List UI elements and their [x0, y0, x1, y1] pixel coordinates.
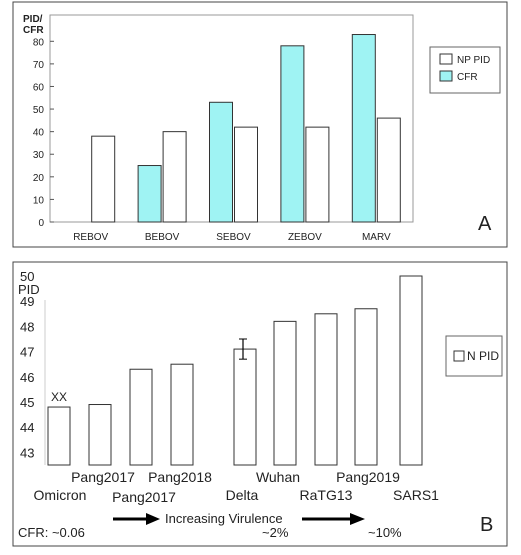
chart-a: PID/CFR 0 10 20 30 40 50 60 70 80 REBOV BEBOV SEBOV Z… [23, 14, 501, 243]
y-tick-label-a: 0 [38, 218, 44, 229]
y-tick-label-a: 40 [33, 128, 45, 139]
bar-np-pid-marv [376, 117, 401, 223]
x-tick-label-b: Pang2018 [148, 469, 212, 485]
bar-cfr-bebov [137, 165, 162, 223]
y-tick-label-a: 80 [33, 37, 45, 48]
y-tick-label-b: 48 [20, 319, 34, 334]
y-tick-label-b: 49 [20, 294, 34, 309]
bar-n-pid-3 [170, 363, 194, 466]
legend-swatch-b [453, 350, 465, 362]
bar-np-pid-sebov [234, 126, 258, 223]
legend-swatch-a [439, 70, 453, 82]
x-tick-label-a: SEBOV [216, 232, 251, 243]
legend-label-a: NP PID [457, 55, 490, 66]
cfr-label: CFR: ~0.06 [18, 525, 85, 540]
bar-np-pid-bebov [162, 131, 187, 223]
arrow-left [113, 513, 160, 525]
x-tick-label-b: Pang2019 [336, 469, 400, 485]
x-tick-label-b: Pang2017 [71, 469, 135, 485]
bar-np-pid-rebov [91, 135, 116, 223]
x-tick-label-b: Omicron [34, 487, 87, 503]
legend-label-a: CFR [457, 72, 478, 83]
chart-b: PID 43 44 45 46 47 48 49 50 XX Omicron Pang2017 Pang… [18, 269, 503, 505]
cfr-pct-mid: ~2% [262, 525, 289, 540]
y-tick-label-a: 20 [33, 173, 45, 184]
y-tick-label-b: 45 [20, 395, 34, 410]
x-tick-label-a: MARV [362, 232, 391, 243]
y-tick-label-a: 70 [33, 60, 45, 71]
bar-n-pid-7 [354, 308, 378, 466]
x-tick-label-b: RaTG13 [300, 487, 353, 503]
panel-b-label: B [480, 514, 493, 536]
bar-np-pid-zebov [305, 126, 330, 223]
virulence-label: Increasing Virulence [165, 511, 283, 526]
x-tick-label-b: SARS1 [393, 487, 439, 503]
y-tick-label-b: 50 [20, 269, 34, 284]
bar-n-pid-1 [88, 404, 112, 466]
arrow-right [302, 513, 365, 525]
y-axis-label-b: PID [18, 282, 40, 297]
x-tick-label-a: REBOV [73, 232, 108, 243]
y-tick-label-b: 46 [20, 370, 34, 385]
bar-n-pid-5 [273, 320, 297, 466]
bar-cfr-marv [351, 34, 376, 223]
y-tick-label-b: 47 [20, 345, 34, 360]
bar-cfr-sebov [209, 101, 233, 223]
y-axis-label-a: CFR [23, 25, 44, 36]
y-tick-label-a: 60 [33, 82, 45, 93]
cfr-pct-high: ~10% [368, 525, 402, 540]
x-tick-label-b: Pang2017 [112, 489, 176, 505]
bar-n-pid-8 [399, 275, 423, 466]
legend-swatch-a [439, 53, 453, 65]
y-tick-label-a: 50 [33, 105, 45, 116]
y-tick-label-b: 44 [20, 420, 34, 435]
panel-b-frame [12, 261, 508, 547]
bar-cfr-zebov [280, 45, 305, 223]
x-tick-label-a: ZEBOV [288, 232, 322, 243]
panel-a-label: A [478, 213, 492, 235]
y-tick-label-a: 10 [33, 195, 45, 206]
bar-n-pid-2 [129, 368, 153, 466]
x-tick-label-b: Wuhan [256, 469, 300, 485]
x-tick-label-b: Delta [226, 487, 259, 503]
bar-n-pid-6 [314, 313, 338, 466]
y-tick-label-a: 30 [33, 150, 45, 161]
y-axis-label-a: PID/ [23, 14, 43, 25]
bar-n-pid-0 [47, 406, 71, 466]
y-tick-label-b: 43 [20, 445, 34, 460]
legend-label-b: N PID [467, 349, 499, 363]
bar-n-pid-4 [233, 348, 257, 466]
x-tick-label-a: BEBOV [145, 232, 180, 243]
omicron-mark: XX [51, 390, 67, 404]
panel-a-frame [12, 1, 508, 248]
